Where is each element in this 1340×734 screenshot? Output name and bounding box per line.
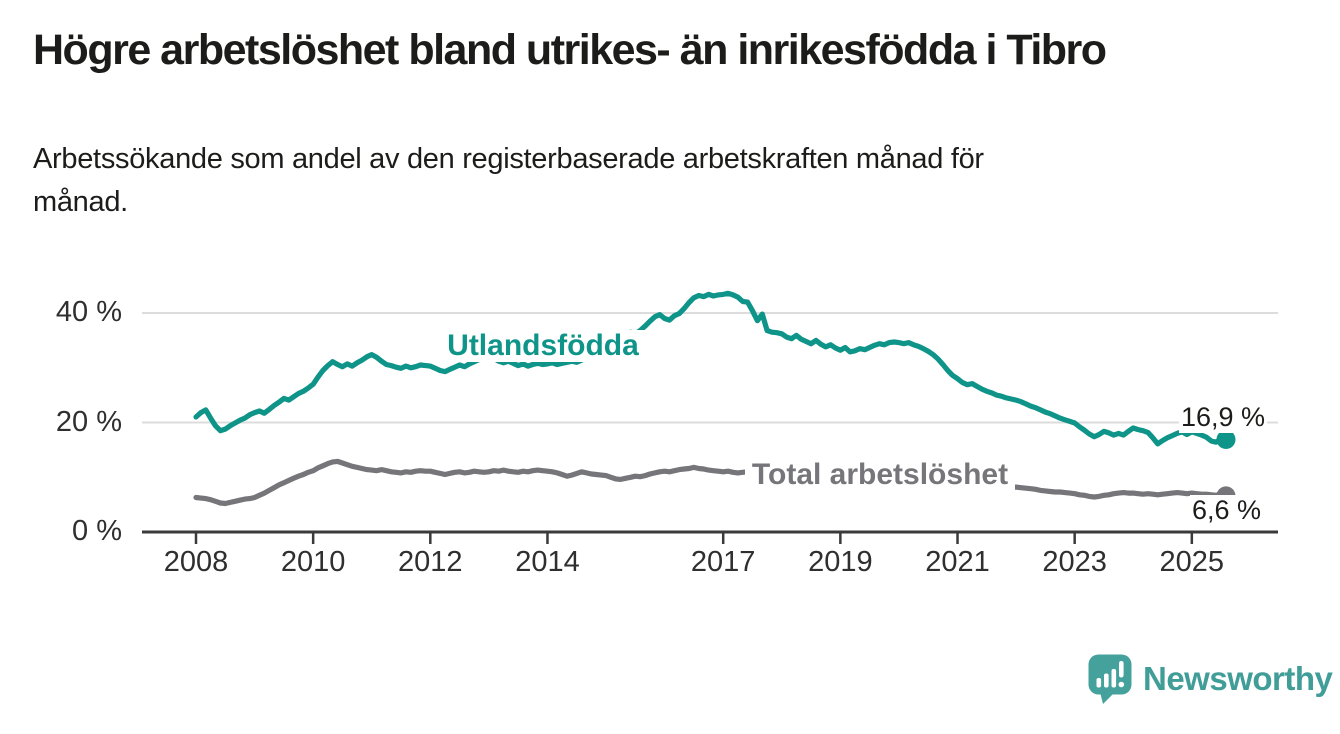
newsworthy-logo: Newsworthy (1088, 654, 1333, 704)
x-tick-label: 2012 (398, 546, 463, 578)
series-label-total-arbetsloshet: Total arbetslöshet (745, 459, 1015, 491)
y-tick-label-40: 40 % (55, 296, 122, 328)
x-tick-label: 2019 (808, 546, 873, 578)
newsworthy-logo-icon (1088, 654, 1132, 704)
series-end-dot (1216, 430, 1236, 449)
page-title: Högre arbetslöshet bland utrikes- än inr… (33, 26, 1107, 74)
subtitle-line-1: Arbetssökande som andel av den registerb… (33, 143, 984, 175)
x-tick-label: 2025 (1159, 546, 1225, 578)
subtitle-line-2: månad. (33, 186, 128, 218)
x-axis-labels: 2008 2010 2012 2014 2017 2019 2021 2023 2025 (0, 546, 1340, 582)
y-tick-label-0: 0 % (72, 515, 122, 547)
y-tick-label-20: 20 % (55, 406, 122, 438)
x-tick-label: 2023 (1042, 546, 1107, 578)
x-tick-label: 2017 (690, 546, 756, 578)
series-line (193, 290, 1229, 447)
page-subtitle: Arbetssökande som andel av den registerb… (33, 138, 1263, 224)
series-label-utlandsfodda: Utlandsfödda (433, 330, 653, 362)
x-tick-label: 2014 (515, 546, 580, 578)
x-tick-label: 2021 (925, 546, 990, 578)
series-line (193, 458, 1229, 507)
value-label-utlandsfodda: 16,9 % (1178, 402, 1267, 433)
x-tick-label: 2010 (280, 546, 346, 578)
newsworthy-logo-text: Newsworthy (1143, 660, 1333, 697)
x-tick-label: 2008 (163, 546, 229, 578)
value-label-total-arbetsloshet: 6,6 % (1189, 495, 1263, 526)
